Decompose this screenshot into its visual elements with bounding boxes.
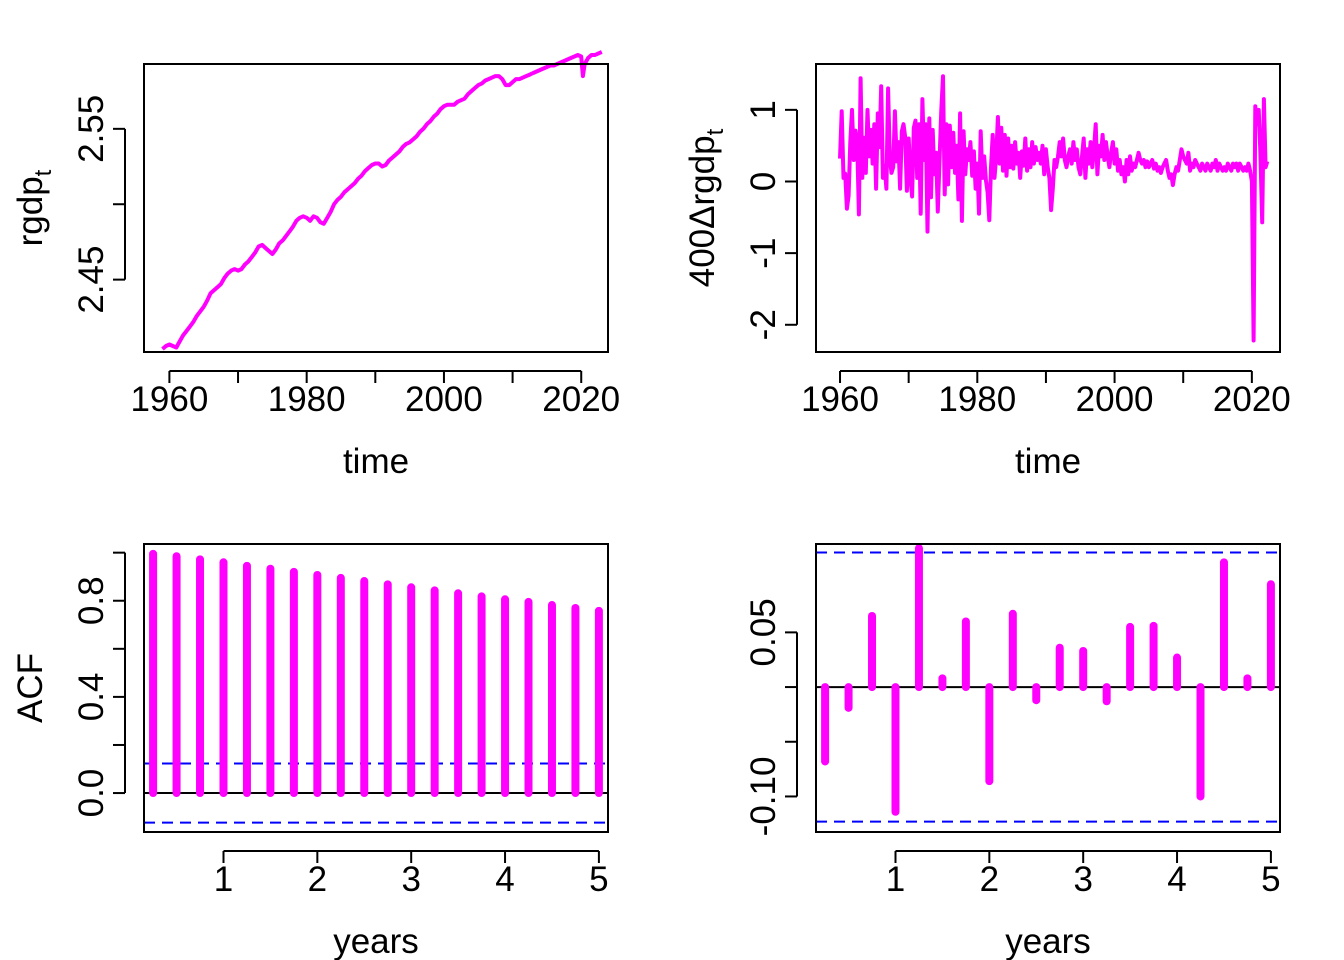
plot-frame xyxy=(815,63,1281,353)
x-tick-label: 1960 xyxy=(801,380,879,419)
y-tick-label: 2.55 xyxy=(72,95,111,163)
y-tick-label: -2 xyxy=(744,309,783,340)
x-axis: 1 2 3 4 5 xyxy=(886,850,1281,899)
x-tick-label: 3 xyxy=(401,860,420,899)
x-axis-title: years xyxy=(1005,922,1091,960)
x-axis-title: years xyxy=(333,922,419,960)
x-tick-label: 4 xyxy=(1167,860,1186,899)
x-tick-label: 3 xyxy=(1073,860,1092,899)
y-axis-title: ACF xyxy=(11,653,50,723)
y-tick-label: 2.45 xyxy=(72,246,111,314)
series-line xyxy=(838,74,1270,343)
panel-acf-levels: 1 2 3 4 5 0.0 0.4 0.8 years ACF xyxy=(11,543,609,960)
y-tick-label: -0.10 xyxy=(744,757,783,837)
x-tick-label: 1980 xyxy=(268,380,346,419)
x-tick-label: 5 xyxy=(1261,860,1280,899)
plot-frame xyxy=(143,63,609,353)
y-tick-label: 0.05 xyxy=(744,598,783,666)
panel-acf-growth: 1 2 3 4 5 -0.10 0.05 years xyxy=(744,543,1281,960)
x-tick-label: 1980 xyxy=(938,380,1016,419)
y-tick-label: 1 xyxy=(744,100,783,119)
series-line xyxy=(161,50,603,351)
x-tick-label: 2020 xyxy=(1213,380,1291,419)
y-axis-title-subscript: t xyxy=(30,169,57,176)
x-tick-label: 2020 xyxy=(542,380,620,419)
y-tick-label: 0.4 xyxy=(72,673,111,722)
x-tick-label: 2000 xyxy=(405,380,483,419)
y-axis: -2 -1 0 1 xyxy=(744,100,798,340)
x-axis: 1 2 3 4 5 xyxy=(214,850,609,899)
x-tick-label: 2 xyxy=(980,860,999,899)
x-tick-label: 1 xyxy=(886,860,905,899)
x-axis-title: time xyxy=(1015,442,1081,481)
x-axis-title: time xyxy=(343,442,409,481)
y-tick-label: 0.8 xyxy=(72,576,111,625)
y-axis: 2.45 2.55 xyxy=(72,95,126,314)
x-tick-label: 4 xyxy=(495,860,514,899)
y-axis-title: rgdpt xyxy=(11,169,57,246)
y-axis-title-subscript: t xyxy=(702,128,729,135)
panel-growth: 1960 1980 2000 2020 -2 -1 0 1 time 400Δrgdpt xyxy=(683,63,1291,481)
panel-rgdp: 1960 1980 2000 2020 2.45 2.55 time rgdpt xyxy=(11,50,620,481)
y-tick-label: -1 xyxy=(744,238,783,269)
x-tick-label: 5 xyxy=(589,860,608,899)
y-tick-label: 0 xyxy=(744,172,783,191)
y-tick-label: 0.0 xyxy=(72,769,111,818)
x-axis: 1960 1980 2000 2020 xyxy=(801,370,1291,419)
x-axis: 1960 1980 2000 2020 xyxy=(130,370,620,419)
y-axis: 0.0 0.4 0.8 xyxy=(72,551,126,818)
plot-frame xyxy=(143,543,609,833)
x-tick-label: 2000 xyxy=(1076,380,1154,419)
y-axis-title: 400Δrgdpt xyxy=(683,128,729,287)
y-axis: -0.10 0.05 xyxy=(744,598,798,837)
plot-frame xyxy=(815,543,1281,833)
x-tick-label: 1 xyxy=(214,860,233,899)
x-tick-label: 2 xyxy=(308,860,327,899)
x-tick-label: 1960 xyxy=(130,380,208,419)
